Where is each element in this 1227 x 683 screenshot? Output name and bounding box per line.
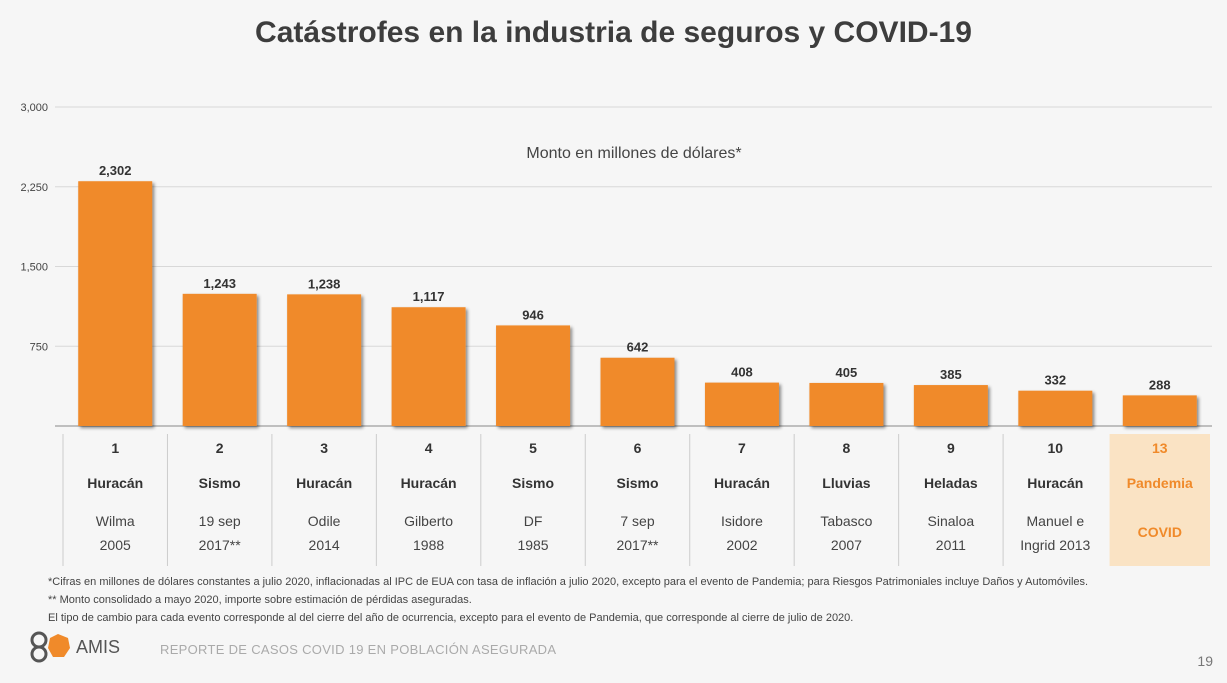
category-name: Ingrid 2013 <box>1020 537 1090 553</box>
category-type: Sismo <box>512 475 554 491</box>
category-name: 1985 <box>517 537 548 553</box>
y-tick-label: 1,500 <box>20 262 48 274</box>
bar <box>600 357 675 426</box>
category-name: DF <box>524 513 543 529</box>
category-rank: 7 <box>738 440 746 456</box>
bar <box>391 307 466 426</box>
category-name: 2014 <box>309 537 340 553</box>
footnote-1: *Cifras en millones de dólares constante… <box>48 576 1089 588</box>
category-type: Heladas <box>924 475 978 491</box>
bar <box>78 181 153 426</box>
bar-value-label: 1,243 <box>203 276 236 291</box>
bar-value-label: 385 <box>940 367 962 382</box>
category-type: Lluvias <box>822 475 870 491</box>
category-name: 2007 <box>831 537 862 553</box>
category-name: 1988 <box>413 537 444 553</box>
category-rank: 2 <box>216 440 224 456</box>
bar-value-label: 946 <box>522 307 544 322</box>
category-type: Sismo <box>199 475 241 491</box>
category-type: Huracán <box>714 475 770 491</box>
category-type: Sismo <box>616 475 658 491</box>
y-tick-label: 2,250 <box>20 182 48 194</box>
category-rank: 4 <box>425 440 433 456</box>
bar-value-label: 332 <box>1044 373 1066 388</box>
report-title: REPORTE DE CASOS COVID 19 EN POBLACIÓN A… <box>160 642 557 657</box>
category-name: Tabasco <box>820 513 872 529</box>
category-rank: 3 <box>320 440 328 456</box>
category-name: COVID <box>1138 524 1182 540</box>
category-rank: 10 <box>1048 440 1064 456</box>
y-tick-label: 3,000 <box>20 102 48 114</box>
bar <box>809 382 884 426</box>
category-name: 2002 <box>726 537 757 553</box>
category-rank: 5 <box>529 440 537 456</box>
bar <box>496 325 571 426</box>
category-name: 2011 <box>936 537 966 553</box>
bar-value-label: 408 <box>731 365 753 380</box>
category-name: 2017** <box>616 537 659 553</box>
category-name: 2017** <box>199 537 242 553</box>
chart-title: Catástrofes en la industria de seguros y… <box>255 16 972 49</box>
category-name: Sinaloa <box>928 513 975 529</box>
bar <box>1122 395 1197 426</box>
page-number: 19 <box>1197 653 1213 669</box>
bar-value-label: 1,117 <box>413 289 445 304</box>
y-tick-label: 750 <box>30 341 48 353</box>
bar-value-label: 2,302 <box>99 163 132 178</box>
bar-value-label: 1,238 <box>308 276 341 291</box>
category-name: 19 sep <box>199 513 241 529</box>
category-name: Manuel e <box>1027 513 1085 529</box>
amis-logo: AMIS <box>30 631 120 663</box>
bar-value-label: 642 <box>627 340 649 355</box>
category-name: Isidore <box>721 513 763 529</box>
category-type: Pandemia <box>1127 475 1193 491</box>
bar <box>287 294 362 426</box>
bar <box>182 293 257 426</box>
category-type: Huracán <box>1027 475 1083 491</box>
bar <box>1018 390 1093 426</box>
category-rank: 9 <box>947 440 955 456</box>
category-name: Wilma <box>96 513 135 529</box>
category-rank: 6 <box>634 440 642 456</box>
category-name: Gilberto <box>404 513 453 529</box>
bar-value-label: 288 <box>1149 377 1171 392</box>
category-name: Odile <box>308 513 341 529</box>
bar-value-label: 405 <box>836 365 858 380</box>
category-rank: 8 <box>843 440 851 456</box>
category-type: Huracán <box>87 475 143 491</box>
category-name: 7 sep <box>620 513 654 529</box>
logo-text: AMIS <box>76 637 120 657</box>
category-rank: 1 <box>111 440 119 456</box>
footnote-3: El tipo de cambio para cada evento corre… <box>48 612 854 624</box>
chart-subtitle: Monto en millones de dólares* <box>526 145 741 162</box>
category-rank: 13 <box>1152 440 1168 456</box>
category-type: Huracán <box>296 475 352 491</box>
bar <box>704 382 779 426</box>
category-type: Huracán <box>401 475 457 491</box>
bar <box>913 385 988 426</box>
highlight-column <box>1109 434 1210 566</box>
category-name: 2005 <box>100 537 131 553</box>
bar-chart: 3,000 2,250 1,500 750 Monto en millones de d… <box>20 102 1212 566</box>
footnote-2: ** Monto consolidado a mayo 2020, import… <box>48 594 472 606</box>
